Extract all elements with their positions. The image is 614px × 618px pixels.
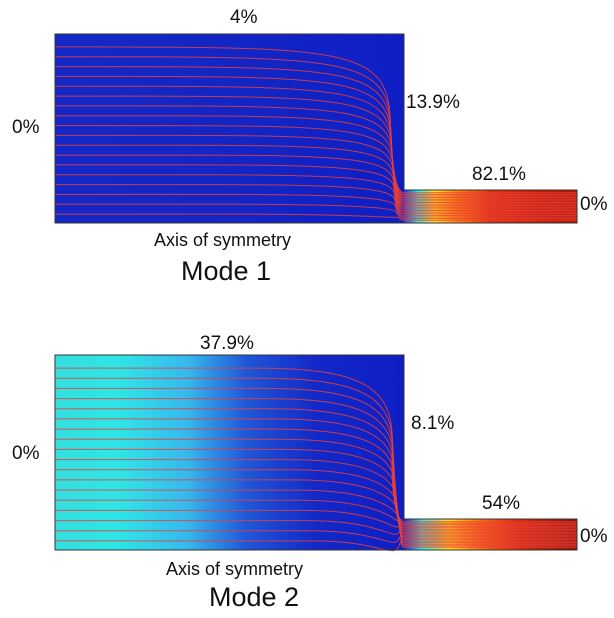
mode-2-top-flux-label: 37.9% (200, 333, 254, 354)
streamline (55, 134, 577, 208)
streamline (55, 203, 577, 220)
mode-1-right-flux-label: 0% (580, 194, 608, 215)
domain-outline (54, 354, 578, 551)
mode-1-left-flux-label: 0% (12, 117, 40, 138)
streamline (55, 85, 577, 200)
channel-region (404, 519, 577, 550)
streamline (55, 115, 577, 205)
mode-2-step-flux-label: 8.1% (411, 413, 455, 434)
mode-2-title: Mode 2 (209, 582, 300, 612)
mode-1-axis-label: Axis of symmetry (154, 230, 292, 250)
streamline (55, 95, 577, 202)
mode-1-step-flux-label: 13.9% (406, 92, 460, 113)
mode-1-title: Mode 1 (181, 256, 272, 286)
streamline (55, 75, 577, 199)
mode-2-left-flux-label: 0% (12, 443, 40, 464)
streamline (55, 213, 577, 221)
streamline (55, 56, 577, 195)
mode-1-top-flux-label: 4% (230, 7, 258, 28)
mode-2-channel-flux-label: 54% (482, 493, 521, 514)
domain-outline (54, 33, 578, 224)
streamline (55, 536, 577, 552)
streamlines (55, 367, 577, 552)
mode-1-field-plot (54, 33, 578, 224)
mode-2-panel: 37.9% 0% 8.1% 54% 0% Axis of symmetry Mo… (0, 322, 614, 618)
streamline (55, 46, 577, 194)
streamline (55, 144, 577, 210)
mode-2-axis-label: Axis of symmetry (166, 559, 304, 579)
streamlines (55, 46, 577, 221)
streamline (55, 193, 577, 218)
reservoir-region (55, 355, 404, 550)
streamline (55, 164, 577, 213)
streamline (55, 174, 577, 215)
mode-2-field-plot (54, 354, 578, 552)
streamline (55, 184, 577, 216)
streamline (55, 154, 577, 212)
mode-1-panel: 4% 0% 13.9% 82.1% 0% Axis of symmetry Mo… (0, 0, 614, 300)
streamline (55, 66, 577, 197)
mode-2-right-flux-label: 0% (580, 526, 608, 547)
channel-region (404, 190, 577, 223)
reservoir-region (55, 34, 404, 223)
mode-1-channel-flux-label: 82.1% (472, 164, 526, 185)
streamline (55, 105, 577, 203)
streamline (55, 125, 577, 207)
